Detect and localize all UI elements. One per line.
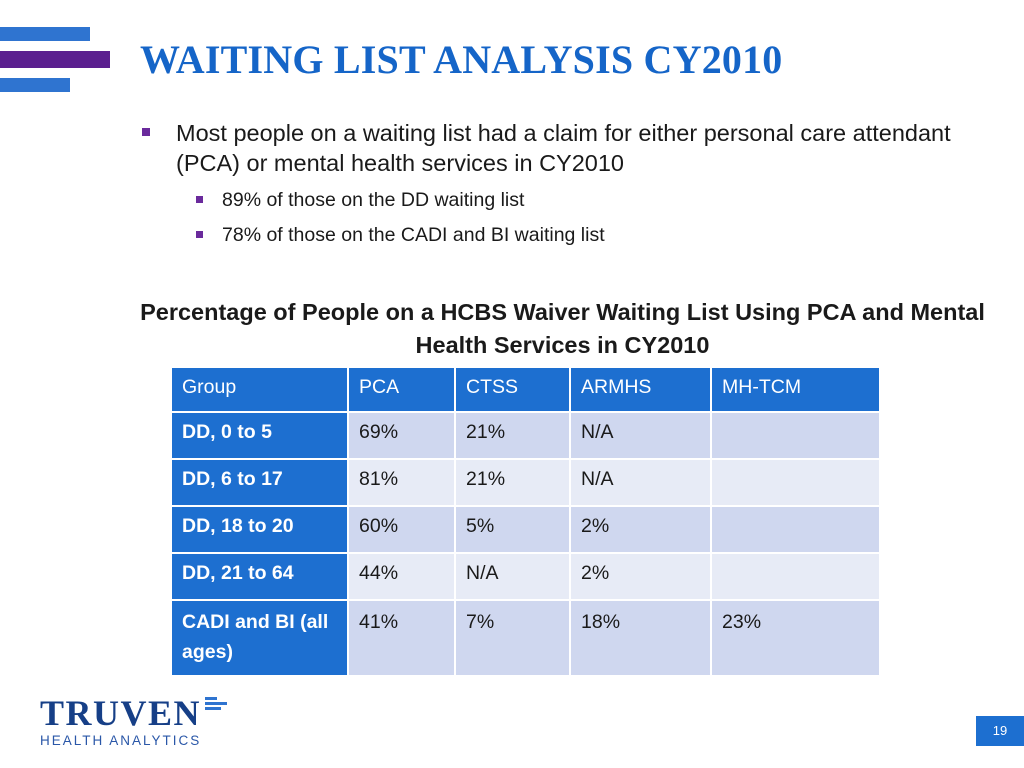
logo-lines-icon (205, 697, 229, 711)
bullet-main-text: Most people on a waiting list had a clai… (176, 120, 951, 176)
page-title: WAITING LIST ANALYSIS CY2010 (140, 37, 783, 82)
cell-ctss: 21% (454, 411, 571, 460)
cell-mh-tcm (710, 458, 881, 507)
decor-bar-middle (0, 51, 110, 68)
cell-armhs: N/A (569, 411, 712, 460)
table-row: DD, 6 to 17 81% 21% N/A (170, 458, 881, 507)
cell-ctss: 5% (454, 505, 571, 554)
table-row: DD, 18 to 20 60% 5% 2% (170, 505, 881, 554)
cell-armhs: 18% (569, 599, 712, 677)
cell-mh-tcm (710, 411, 881, 460)
cell-armhs: N/A (569, 458, 712, 507)
cell-group: DD, 18 to 20 (170, 505, 349, 554)
table-row: DD, 0 to 5 69% 21% N/A (170, 411, 881, 460)
sub-bullet-list: 89% of those on the DD waiting list 78% … (176, 187, 960, 248)
cell-pca: 81% (347, 458, 456, 507)
table-row: CADI and BI (all ages) 41% 7% 18% 23% (170, 599, 881, 677)
header-group: Group (170, 366, 349, 413)
bullet-list: Most people on a waiting list had a clai… (140, 118, 960, 257)
cell-group: CADI and BI (all ages) (170, 599, 349, 677)
cell-mh-tcm: 23% (710, 599, 881, 677)
cell-mh-tcm (710, 552, 881, 601)
sub-bullet-cadi: 78% of those on the CADI and BI waiting … (176, 222, 960, 248)
header-ctss: CTSS (454, 366, 571, 413)
cell-pca: 60% (347, 505, 456, 554)
bullet-main: Most people on a waiting list had a clai… (140, 118, 960, 248)
sub-bullet-dd: 89% of those on the DD waiting list (176, 187, 960, 213)
cell-group: DD, 6 to 17 (170, 458, 349, 507)
waiting-list-table: Group PCA CTSS ARMHS MH-TCM DD, 0 to 5 6… (170, 366, 881, 677)
cell-ctss: 7% (454, 599, 571, 677)
cell-group: DD, 21 to 64 (170, 552, 349, 601)
table-row: DD, 21 to 64 44% N/A 2% (170, 552, 881, 601)
table-header-row: Group PCA CTSS ARMHS MH-TCM (170, 366, 881, 413)
header-pca: PCA (347, 366, 456, 413)
square-bullet-icon (196, 196, 203, 203)
page-number: 19 (976, 716, 1024, 746)
decor-bar-top (0, 27, 90, 41)
header-mh-tcm: MH-TCM (710, 366, 881, 413)
sub-bullet-text: 89% of those on the DD waiting list (222, 189, 525, 211)
logo-tagline: HEALTH ANALYTICS (40, 733, 202, 748)
cell-armhs: 2% (569, 552, 712, 601)
cell-pca: 44% (347, 552, 456, 601)
table-title: Percentage of People on a HCBS Waiver Wa… (140, 299, 985, 358)
square-bullet-icon (142, 128, 150, 136)
sub-bullet-text: 78% of those on the CADI and BI waiting … (222, 224, 605, 246)
cell-pca: 41% (347, 599, 456, 677)
cell-ctss: N/A (454, 552, 571, 601)
square-bullet-icon (196, 231, 203, 238)
cell-group: DD, 0 to 5 (170, 411, 349, 460)
cell-ctss: 21% (454, 458, 571, 507)
cell-armhs: 2% (569, 505, 712, 554)
header-armhs: ARMHS (569, 366, 712, 413)
cell-pca: 69% (347, 411, 456, 460)
truven-logo: TRUVEN HEALTH ANALYTICS (40, 693, 227, 748)
decor-bar-bottom (0, 78, 70, 92)
cell-mh-tcm (710, 505, 881, 554)
logo-wordmark: TRUVEN (40, 693, 202, 733)
